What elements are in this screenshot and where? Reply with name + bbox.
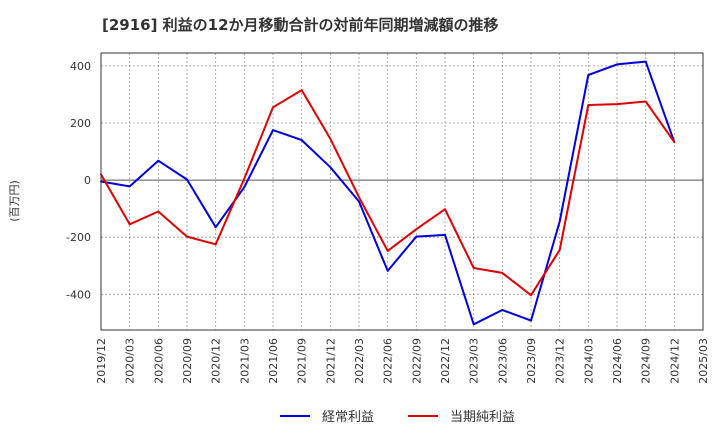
x-tick-label: 2020/03: [124, 338, 137, 384]
x-tick-label: 2024/09: [640, 338, 653, 384]
legend: 経常利益 当期純利益: [280, 410, 515, 425]
y-tick-labels: -400 -200 0 200 400: [66, 60, 91, 301]
x-tick-label: 2023/12: [554, 338, 567, 384]
y-tick-label: -400: [66, 288, 91, 301]
chart-title: [2916] 利益の12か月移動合計の対前年同期増減額の推移: [102, 16, 499, 34]
y-tick-label: 400: [70, 60, 91, 73]
x-tick-label: 2024/03: [582, 338, 595, 384]
x-tick-label: 2022/03: [353, 338, 366, 384]
x-tick-label: 2021/06: [267, 338, 280, 384]
x-tick-label: 2025/03: [697, 338, 710, 384]
x-tick-label: 2021/12: [324, 338, 337, 384]
x-tick-label: 2023/09: [525, 338, 538, 384]
x-tick-label: 2021/09: [296, 338, 309, 384]
x-tick-labels: 2019/12 2020/03 2020/06 2020/09 2020/12 2021/…: [95, 338, 710, 384]
x-tick-label: 2024/06: [611, 338, 624, 384]
y-tick-label: -200: [66, 231, 91, 244]
y-axis-label: (百万円): [8, 180, 21, 222]
x-tick-label: 2024/12: [668, 338, 681, 384]
x-tick-label: 2022/12: [439, 338, 452, 384]
y-tick-label: 200: [70, 117, 91, 130]
plot-frame: [100, 52, 704, 331]
grid-lines: [101, 53, 703, 330]
x-tick-label: 2022/06: [382, 338, 395, 384]
legend-label: 当期純利益: [450, 410, 515, 425]
x-tick-label: 2023/03: [468, 338, 481, 384]
x-tick-label: 2021/03: [238, 338, 251, 384]
x-tick-label: 2022/09: [410, 338, 423, 384]
x-tick-label: 2020/06: [152, 338, 165, 384]
y-tick-label: 0: [84, 174, 91, 187]
x-tick-label: 2023/06: [496, 338, 509, 384]
legend-label: 経常利益: [322, 410, 374, 425]
series-lines: [100, 60, 676, 326]
x-tick-label: 2019/12: [95, 338, 108, 384]
series-line: [100, 89, 676, 297]
plot-area-background: [101, 53, 703, 330]
x-tick-label: 2020/09: [181, 338, 194, 384]
x-tick-label: 2020/12: [210, 338, 223, 384]
series-line: [100, 60, 676, 326]
